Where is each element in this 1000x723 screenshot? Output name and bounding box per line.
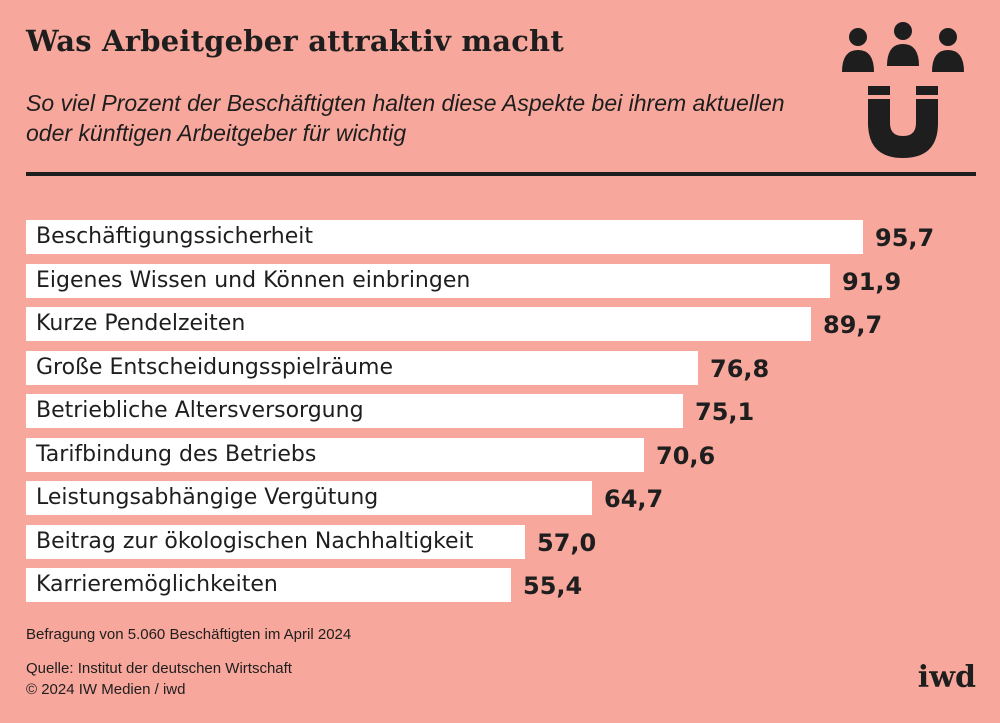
bar-label: Tarifbindung des Betriebs <box>36 442 317 467</box>
bar-value-label: 57,0 <box>537 529 597 557</box>
bar <box>26 568 511 602</box>
bar-value-label: 91,9 <box>842 268 902 296</box>
survey-note: Befragung von 5.060 Beschäftigten im Apr… <box>26 626 352 643</box>
brand-logo: iwd <box>917 660 976 695</box>
bar <box>26 438 644 472</box>
copyright-text: © 2024 IW Medien / iwd <box>26 681 186 698</box>
people-magnet-icon <box>842 22 964 158</box>
bar-chart: Beschäftigungssicherheit 95,7 Eigenes Wiss… <box>0 220 1000 615</box>
source-text: Quelle: Institut der deutschen Wirtschaf… <box>26 660 292 677</box>
bar-value-label: 95,7 <box>875 224 935 252</box>
bar-label: Beitrag zur ökologischen Nachhaltigkeit <box>36 529 474 554</box>
bar-value-label: 76,8 <box>710 355 770 383</box>
bar <box>26 264 830 298</box>
bar <box>26 525 525 559</box>
bar <box>26 351 698 385</box>
bar <box>26 394 683 428</box>
bar-value-label: 64,7 <box>604 485 664 513</box>
header-divider <box>26 172 976 176</box>
bar-value-label: 70,6 <box>656 442 716 470</box>
bar-value-label: 55,4 <box>523 572 583 600</box>
bar <box>26 481 592 515</box>
source-info: Quelle: Institut der deutschen Wirtschaf… <box>26 658 292 700</box>
bar-label: Kurze Pendelzeiten <box>36 311 246 336</box>
chart-title: Was Arbeitgeber attraktiv macht <box>26 24 564 58</box>
bar-label: Große Entscheidungsspielräume <box>36 355 393 380</box>
chart-subtitle: So viel Prozent der Beschäftigten halten… <box>26 90 785 146</box>
bar-label: Beschäftigungssicherheit <box>36 224 314 249</box>
bar-value-label: 89,7 <box>823 311 883 339</box>
bar <box>26 307 811 341</box>
bar-label: Karrieremöglichkeiten <box>36 572 278 597</box>
bar-label: Leistungsabhängige Vergütung <box>36 485 379 510</box>
bar-value-label: 75,1 <box>695 398 755 426</box>
bar <box>26 220 863 254</box>
bar-label: Betriebliche Altersversorgung <box>36 398 364 423</box>
bar-label: Eigenes Wissen und Können einbringen <box>36 268 471 293</box>
